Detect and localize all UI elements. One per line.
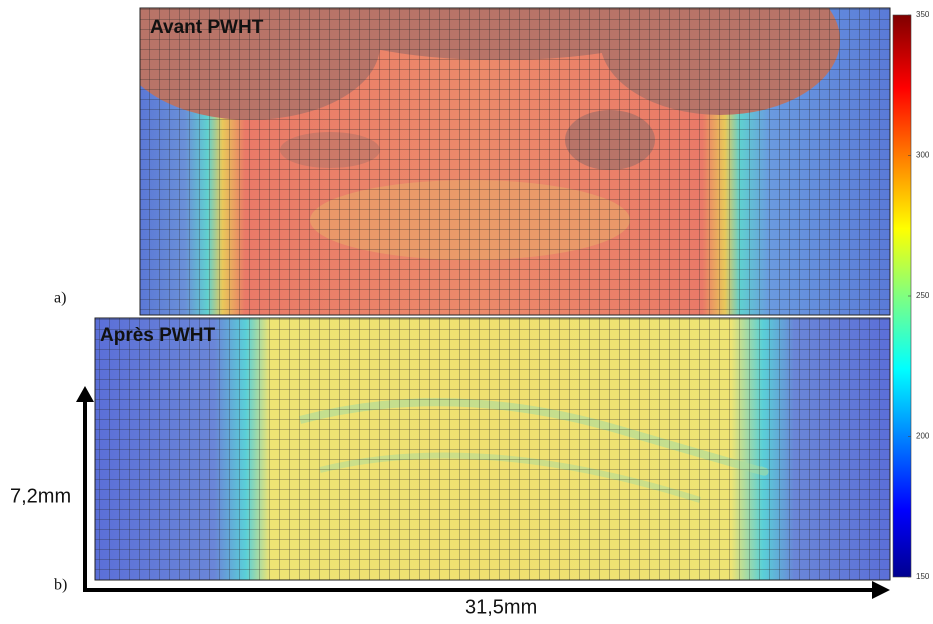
colorbar-tick-label: 150 bbox=[916, 572, 930, 581]
colorbar: 150 200 250 300 350 bbox=[892, 10, 930, 581]
panel-label: a) bbox=[54, 290, 66, 307]
panel-a: Avant PWHT bbox=[139, 7, 891, 316]
panel-label: b) bbox=[54, 577, 67, 594]
colorbar-tick-label: 300 bbox=[916, 151, 930, 160]
axes-arrows bbox=[76, 386, 890, 599]
colorbar-tick-label: 250 bbox=[916, 291, 930, 300]
panel-title: Après PWHT bbox=[100, 325, 215, 346]
colorbar-tick-label: 350 bbox=[916, 10, 930, 19]
panel-title: Avant PWHT bbox=[150, 17, 264, 38]
width-label: 31,5mm bbox=[465, 596, 537, 618]
panel-b: Après PWHT bbox=[94, 317, 891, 581]
colorbar-tick-label: 200 bbox=[916, 432, 930, 441]
height-label: 7,2mm bbox=[10, 485, 71, 507]
